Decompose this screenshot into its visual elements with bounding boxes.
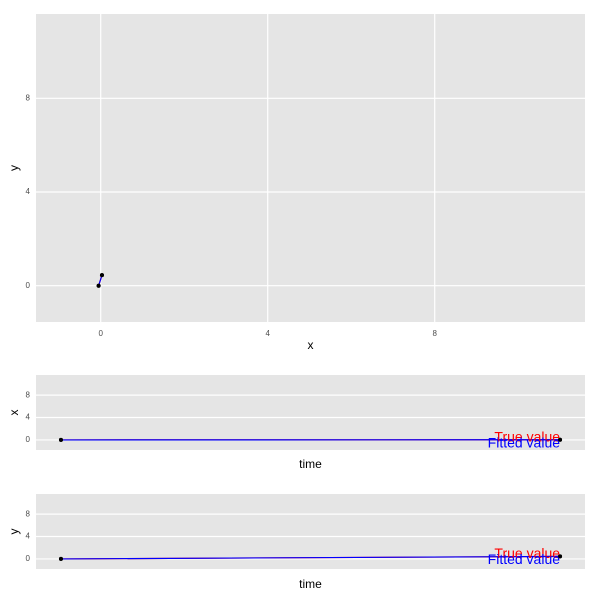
y-tick-label: 4 [26, 532, 31, 541]
plot-background [36, 14, 585, 322]
x-axis-label: time [299, 457, 322, 471]
point [100, 273, 104, 277]
x-tick-label: 4 [265, 329, 270, 338]
x-tick-label: 0 [98, 329, 103, 338]
y-tick-label: 4 [26, 413, 31, 422]
series-label: Fitted value [488, 434, 561, 450]
y-axis-label: x [7, 410, 21, 416]
series-label: Fitted value [488, 551, 561, 567]
point [59, 438, 63, 442]
y-tick-label: 8 [26, 390, 31, 399]
y-axis-label: y [7, 165, 21, 171]
y-tick-label: 0 [26, 554, 31, 563]
y-tick-label: 0 [26, 281, 31, 290]
y-tick-label: 0 [26, 435, 31, 444]
x-axis-label: x [308, 338, 314, 352]
y-tick-label: 8 [26, 509, 31, 518]
x-tick-label: 8 [432, 329, 437, 338]
y-axis-label: y [7, 529, 21, 535]
x-axis-label: time [299, 577, 322, 591]
point [97, 284, 101, 288]
y-tick-label: 4 [26, 187, 31, 196]
point [59, 557, 63, 561]
y-tick-label: 8 [26, 93, 31, 102]
